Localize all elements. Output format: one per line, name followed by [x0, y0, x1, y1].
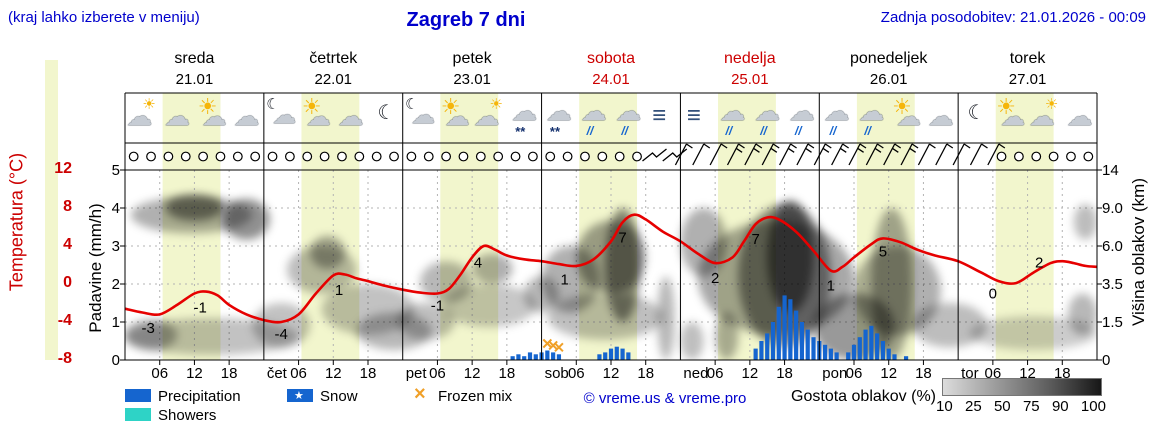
- svg-text:5: 5: [879, 243, 887, 260]
- credit-link[interactable]: © vreme.us & vreme.pro: [583, 390, 747, 407]
- density-tick-label: 50: [993, 398, 1011, 415]
- cloud-shading: [125, 194, 1097, 360]
- cloud-density-gradient-bar: [942, 378, 1102, 396]
- cloud-density-tick-row: 10 25 50 75 90 100: [936, 398, 1106, 415]
- density-tick-label: 100: [1080, 398, 1106, 415]
- temperature-point-labels: -3 -1 -4 1 -1 4 1 7 2 7 1 5 0 2: [141, 229, 1043, 343]
- temperature-axis-label: Temperatura (°C): [6, 152, 27, 292]
- svg-text:-4: -4: [275, 326, 288, 343]
- cloud-height-axis-label: Višina oblakov (km): [1129, 177, 1148, 327]
- precipitation-axis-label: Padavine (mm/h): [86, 203, 105, 333]
- precip-bars: [510, 295, 909, 360]
- showers-legend-label: Showers: [158, 407, 217, 424]
- snow-swatch: ★: [287, 389, 313, 402]
- showers-swatch: [125, 408, 151, 421]
- snow-legend-label: Snow: [320, 388, 358, 405]
- svg-text:2: 2: [711, 270, 719, 287]
- frozen-mix-legend-label: Frozen mix: [438, 388, 513, 405]
- svg-text:1: 1: [335, 282, 343, 299]
- last-update: Zadnja posodobitev: 21.01.2026 - 00:09: [880, 9, 1146, 26]
- page-title: Zagreb 7 dni: [406, 9, 526, 31]
- svg-text:-1: -1: [431, 298, 444, 315]
- precipitation-swatch: [125, 389, 151, 402]
- cloud-density-legend-label: Gostota oblakov (%): [791, 388, 936, 405]
- svg-text:-1: -1: [194, 300, 207, 317]
- svg-text:7: 7: [618, 229, 626, 246]
- svg-text:0: 0: [989, 285, 997, 302]
- svg-text:-3: -3: [141, 320, 154, 337]
- temperature-curve: [124, 213, 1098, 324]
- plot-frame: [120, 92, 1102, 365]
- svg-text:2: 2: [1035, 254, 1043, 271]
- frozen-mix-marks: [542, 338, 564, 353]
- wind-barbs: [642, 143, 1006, 166]
- density-tick-label: 75: [1022, 398, 1040, 415]
- svg-text:1: 1: [827, 278, 835, 295]
- svg-text:1: 1: [561, 272, 569, 289]
- frozen-mix-icon: ×: [414, 383, 426, 405]
- svg-text:4: 4: [474, 255, 482, 272]
- density-tick-label: 10: [936, 398, 953, 415]
- density-tick-label: 90: [1051, 398, 1069, 415]
- svg-text:7: 7: [751, 231, 759, 248]
- density-tick-label: 25: [964, 398, 982, 415]
- precipitation-legend-label: Precipitation: [158, 388, 241, 405]
- cloud-cover-row: [128, 151, 1094, 162]
- snow-star-icon: ★: [294, 390, 304, 402]
- location-hint: (kraj lahko izberete v meniju): [8, 9, 200, 26]
